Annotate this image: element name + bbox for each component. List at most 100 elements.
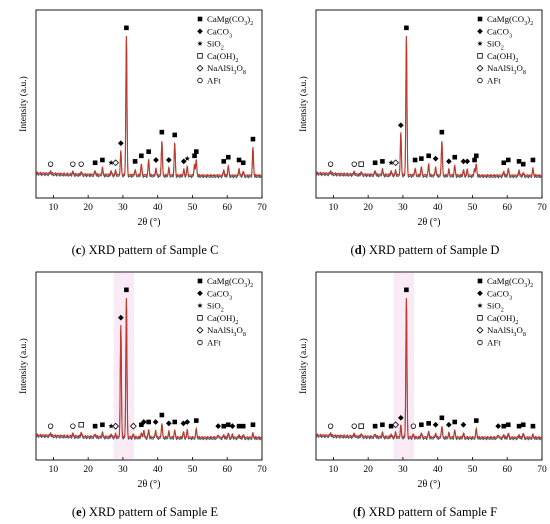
peak-marker-filled-square — [221, 159, 227, 164]
peak-marker-filled-square — [100, 422, 105, 428]
legend-label: SiO2 — [207, 39, 224, 52]
highlight-band — [393, 273, 415, 459]
peak-marker-filled-diamond — [117, 314, 124, 321]
legend-label: NaAlSi3O8 — [487, 325, 526, 338]
xrd-pattern-line — [315, 35, 543, 178]
peak-marker-open-circle — [70, 423, 76, 429]
peak-marker-open-circle — [47, 161, 54, 167]
peak-marker-star — [184, 155, 190, 161]
peak-marker-open-circle — [327, 423, 334, 429]
peak-marker-filled-diamond — [184, 419, 191, 425]
peak-marker-filled-square — [419, 156, 424, 161]
legend-symbol-star — [477, 40, 483, 46]
peak-marker-star — [388, 159, 394, 166]
peak-marker-filled-diamond — [153, 157, 159, 163]
legend-symbol-open-circle — [477, 77, 483, 84]
peak-marker-filled-square — [388, 423, 394, 429]
peak-marker-open-circle — [410, 423, 417, 429]
peak-marker-filled-square — [221, 423, 227, 429]
xrd-panel-c: 10 20 30 40 50 60 70 2θ (°) Intensity (a.u.) CaMg… — [18, 9, 267, 257]
peak-marker-open-circle — [70, 161, 76, 167]
x-tick-label: 40 — [153, 465, 163, 475]
peak-marker-filled-square — [419, 422, 424, 428]
x-axis-label: 2θ (°) — [418, 479, 441, 490]
peak-marker-filled-diamond — [495, 423, 502, 430]
peak-marker-filled-diamond — [180, 158, 187, 165]
peak-marker-filled-diamond — [460, 158, 467, 165]
highlight-band — [113, 273, 135, 459]
legend-symbol-filled-square — [197, 278, 203, 284]
peak-marker-filled-diamond — [445, 158, 452, 165]
peak-marker-filled-square — [132, 159, 138, 164]
legend-label: Ca(OH)2 — [207, 313, 238, 326]
peak-marker-filled-square — [146, 149, 151, 154]
peak-marker-filled-diamond — [397, 414, 404, 421]
legend-label: CaCO3 — [207, 288, 232, 301]
legend-label: Ca(OH)2 — [487, 313, 518, 326]
legend-label: AFt — [487, 338, 501, 348]
xrd-pattern-line — [315, 297, 543, 440]
plot-frame — [35, 271, 263, 461]
peak-marker-filled-diamond — [215, 423, 222, 430]
legend-label: CaCO3 — [487, 26, 512, 39]
legend-symbol-open-square — [197, 315, 203, 321]
x-tick-label: 70 — [257, 465, 267, 475]
peak-marker-open-square — [358, 161, 364, 167]
peak-marker-filled-diamond — [152, 419, 159, 425]
legend-symbol-star — [197, 302, 203, 308]
peak-marker-filled-square — [452, 154, 458, 160]
peak-marker-filled-square — [530, 157, 536, 163]
legend-symbol-open-square — [477, 53, 483, 59]
x-tick-label: 70 — [537, 203, 547, 213]
peak-marker-filled-square — [225, 154, 231, 160]
peak-marker-filled-square — [372, 423, 378, 429]
peak-marker-open-diamond — [129, 422, 137, 430]
peak-marker-filled-square — [192, 153, 197, 159]
peak-marker-filled-square — [380, 422, 385, 428]
x-tick-label: 10 — [329, 465, 339, 475]
peak-marker-open-square — [78, 422, 84, 428]
legend-label: Ca(OH)2 — [207, 51, 238, 64]
panel-caption: (d) XRD pattern of Sample D — [351, 243, 500, 257]
peak-marker-filled-square — [439, 129, 445, 135]
peak-marker-open-square — [358, 423, 364, 429]
peak-marker-filled-square — [193, 149, 199, 154]
legend-symbol-star — [197, 40, 203, 46]
legend-label: AFt — [487, 76, 501, 86]
peak-marker-filled-square — [139, 153, 144, 159]
peak-marker-filled-square — [404, 287, 409, 293]
xrd-pattern-line — [35, 297, 263, 439]
peak-marker-filled-square — [92, 423, 98, 429]
legend-symbol-open-square — [477, 315, 483, 321]
peak-marker-filled-square — [124, 287, 129, 293]
peak-marker-filled-square — [530, 423, 536, 429]
legend-label: CaMg(CO3)2 — [487, 14, 533, 27]
legend-label: AFt — [207, 338, 221, 348]
peak-marker-filled-diamond — [464, 158, 471, 165]
legend-symbol-open-diamond — [196, 326, 204, 334]
peak-marker-filled-square — [516, 423, 522, 429]
peak-marker-filled-square — [159, 412, 165, 418]
legend-symbol-filled-square — [197, 16, 203, 22]
legend-label: NaAlSi3O8 — [207, 63, 246, 76]
peak-marker-open-circle — [47, 423, 54, 429]
peak-marker-filled-diamond — [165, 420, 172, 427]
peak-marker-filled-square — [100, 157, 105, 163]
peak-marker-filled-square — [520, 422, 526, 428]
x-axis-label: 2θ (°) — [138, 479, 161, 490]
peak-marker-open-circle — [327, 161, 334, 167]
peak-marker-filled-square — [124, 25, 129, 31]
legend-symbol-open-diamond — [476, 64, 484, 72]
x-tick-label: 20 — [83, 465, 93, 475]
peak-marker-filled-square — [372, 160, 378, 166]
x-tick-label: 20 — [363, 465, 373, 475]
peak-marker-filled-square — [225, 422, 231, 428]
peak-marker-filled-diamond — [445, 421, 452, 428]
x-tick-label: 70 — [537, 465, 547, 475]
legend-label: NaAlSi3O8 — [487, 63, 526, 76]
peak-marker-filled-square — [404, 25, 409, 31]
xrd-panel-d: 10 20 30 40 50 60 70 2θ (°) Intensity (a.u.) CaMg… — [298, 9, 547, 257]
peak-marker-filled-square — [473, 153, 479, 159]
